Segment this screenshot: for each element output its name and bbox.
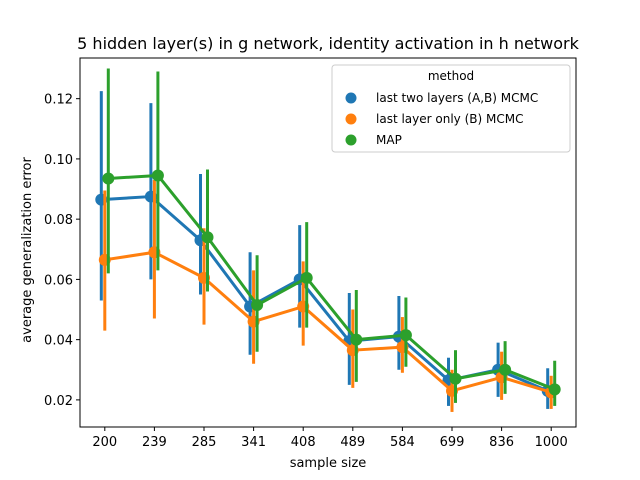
data-point-map-584 <box>399 329 412 342</box>
data-point-map-1000 <box>548 383 561 396</box>
x-tick-label-200: 200 <box>92 435 117 450</box>
data-point-map-408 <box>300 271 313 284</box>
axes-frame <box>79 57 577 428</box>
data-point-map-200 <box>102 172 115 185</box>
data-point-map-699 <box>449 372 462 385</box>
y-tick-label-0.06: 0.06 <box>44 273 73 288</box>
chart-title: 5 hidden layer(s) in g network, identity… <box>77 34 579 53</box>
x-tick-label-341: 341 <box>241 435 266 450</box>
y-tick-label-0.02: 0.02 <box>44 394 73 409</box>
data-point-map-341 <box>251 299 264 312</box>
x-tick-label-239: 239 <box>142 435 167 450</box>
legend-label-map: MAP <box>376 133 402 147</box>
data-point-map-239 <box>151 169 164 182</box>
x-tick-label-408: 408 <box>291 435 316 450</box>
legend-label-last-layer-only-b-mcmc: last layer only (B) MCMC <box>376 112 523 126</box>
x-tick-label-489: 489 <box>340 435 365 450</box>
y-tick-label-0.12: 0.12 <box>44 93 73 108</box>
series-line-map <box>108 173 556 391</box>
legend-box <box>331 64 571 153</box>
legend-marker-last-two-layers-a-b-mcmc <box>345 92 357 104</box>
y-tick-label-0.04: 0.04 <box>44 334 73 349</box>
y-tick-label-0.10: 0.10 <box>44 153 73 168</box>
data-point-map-285 <box>201 231 214 244</box>
legend-marker-map <box>345 134 357 146</box>
data-point-map-489 <box>350 333 363 346</box>
legend-title: method <box>428 69 474 83</box>
series-line-last-layer-only-b-mcmc <box>104 250 552 394</box>
y-tick-label-0.08: 0.08 <box>44 213 73 228</box>
plot-area: 200 239 285 341 408 489 584 699 836 1000 0.02 0.04 0… <box>44 57 577 450</box>
x-tick-label-699: 699 <box>440 435 465 450</box>
legend-label-last-two-layers-a-b-mcmc: last two layers (A,B) MCMC <box>376 91 538 105</box>
series-line-last-two-layers-a-b-mcmc <box>101 195 549 393</box>
legend-marker-last-layer-only-b-mcmc <box>345 113 357 125</box>
x-tick-label-285: 285 <box>192 435 217 450</box>
x-tick-label-836: 836 <box>489 435 514 450</box>
data-point-map-836 <box>499 363 512 376</box>
x-axis-label: sample size <box>290 456 367 471</box>
x-tick-label-584: 584 <box>390 435 415 450</box>
x-tick-label-1000: 1000 <box>535 435 568 450</box>
legend: method last two layers (A,B) MCMC last lay… <box>331 64 571 153</box>
y-axis-label: average generalization error <box>20 157 35 343</box>
